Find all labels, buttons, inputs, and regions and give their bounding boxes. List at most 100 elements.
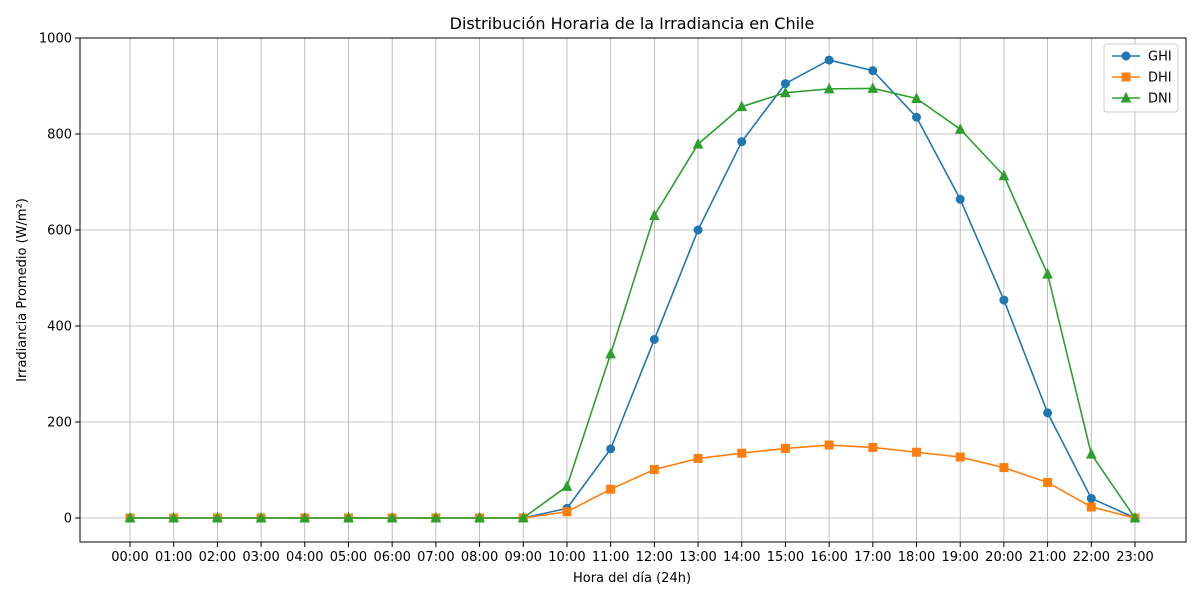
y-tick-label: 200	[47, 416, 72, 431]
x-tick-label: 13:00	[679, 550, 716, 565]
data-point-dni	[998, 169, 1010, 181]
x-tick-label: 17:00	[854, 550, 891, 565]
x-tick-label: 23:00	[1116, 550, 1153, 565]
grid	[80, 37, 1186, 542]
data-point-dni	[255, 511, 267, 523]
data-point-ghi	[606, 444, 616, 454]
data-point-dni	[474, 511, 485, 523]
data-point-dni	[605, 347, 616, 359]
x-tick-label: 22:00	[1073, 550, 1110, 565]
data-point-dni	[649, 209, 660, 221]
legend-marker-dni	[1120, 91, 1132, 103]
y-axis-ticks: 0 200 400 600 800 1000	[39, 32, 80, 527]
x-tick-label: 04:00	[286, 550, 323, 565]
plot-frame	[79, 37, 1187, 543]
y-tick-label: 400	[47, 320, 72, 335]
series-line-ghi	[130, 59, 1136, 519]
data-point-dhi	[912, 447, 922, 457]
data-point-ghi	[693, 225, 703, 235]
x-tick-label: 00:00	[111, 550, 148, 565]
y-axis-title: Irradiancia Promedio (W/m²)	[15, 198, 30, 382]
data-point-dhi	[868, 442, 878, 452]
data-point-dhi	[780, 443, 790, 453]
data-point-ghi	[737, 137, 747, 147]
data-point-dhi	[693, 453, 703, 463]
chart-title: Distribución Horaria de la Irradiancia e…	[450, 14, 815, 33]
y-tick-label: 600	[47, 224, 72, 239]
data-point-dhi	[955, 452, 965, 462]
data-point-dni	[954, 123, 966, 134]
data-point-dni	[823, 82, 835, 94]
legend-item-ghi: GHI	[1112, 50, 1172, 65]
legend-marker-dhi	[1121, 72, 1131, 82]
x-tick-label: 03:00	[242, 550, 279, 565]
x-tick-label: 11:00	[592, 550, 629, 565]
legend-marker-ghi	[1121, 51, 1131, 61]
data-point-dni	[561, 480, 573, 491]
x-axis-title: Hora del día (24h)	[573, 571, 691, 586]
data-point-ghi	[1086, 493, 1096, 503]
data-point-dni	[911, 92, 922, 103]
data-point-dni	[430, 511, 442, 523]
y-tick-label: 1000	[39, 32, 72, 47]
data-point-dni	[212, 511, 223, 523]
x-tick-label: 10:00	[548, 550, 585, 565]
legend-item-dni: DNI	[1112, 92, 1172, 107]
data-point-dhi	[649, 465, 659, 475]
x-tick-label: 05:00	[330, 550, 367, 565]
series-ghi	[125, 55, 1140, 523]
data-point-dni	[1085, 448, 1097, 459]
x-tick-label: 20:00	[985, 550, 1022, 565]
legend-label-dhi: DHI	[1148, 71, 1172, 86]
data-point-ghi	[955, 194, 965, 204]
x-tick-label: 01:00	[155, 550, 192, 565]
x-tick-label: 16:00	[810, 550, 847, 565]
series-layer	[124, 55, 1141, 523]
data-point-dni	[692, 137, 704, 149]
data-point-dhi	[1043, 477, 1053, 487]
data-point-dni	[867, 82, 879, 93]
x-axis-ticks: 00:00 01:00 02:00 03:00 04:00 05:00 06:00 07:00…	[111, 542, 1154, 565]
x-tick-label: 19:00	[941, 550, 978, 565]
x-tick-label: 14:00	[723, 550, 760, 565]
data-point-dni	[299, 511, 311, 523]
data-point-dhi	[606, 484, 616, 494]
data-point-dni	[386, 511, 398, 523]
legend-label-dni: DNI	[1148, 92, 1172, 107]
x-tick-label: 21:00	[1029, 550, 1066, 565]
legend-item-dhi: DHI	[1112, 71, 1172, 86]
data-point-ghi	[868, 66, 878, 76]
series-line-dni	[130, 87, 1136, 519]
data-point-dni	[124, 511, 136, 523]
data-point-dni	[736, 100, 748, 112]
x-tick-label: 12:00	[636, 550, 673, 565]
legend: GHI DHI DNI	[1103, 43, 1179, 113]
y-tick-label: 0	[64, 512, 72, 527]
data-point-dhi	[1086, 502, 1096, 512]
x-tick-label: 06:00	[373, 550, 410, 565]
data-point-ghi	[912, 112, 922, 122]
data-point-ghi	[999, 295, 1009, 305]
data-point-dni	[168, 511, 180, 523]
data-point-ghi	[649, 334, 659, 344]
data-point-dhi	[824, 440, 834, 450]
x-tick-label: 08:00	[461, 550, 498, 565]
series-dni	[124, 82, 1141, 523]
x-tick-label: 15:00	[767, 550, 804, 565]
data-point-dni	[343, 511, 354, 523]
x-tick-label: 07:00	[417, 550, 454, 565]
data-point-dni	[780, 86, 791, 98]
data-point-dni	[1129, 511, 1141, 523]
data-point-dni	[1042, 268, 1053, 279]
y-tick-label: 800	[47, 128, 72, 143]
data-point-ghi	[780, 79, 790, 89]
data-point-ghi	[1043, 408, 1053, 418]
data-point-dhi	[737, 448, 747, 458]
series-dhi	[125, 440, 1140, 523]
data-point-dni	[517, 511, 529, 523]
x-tick-label: 09:00	[505, 550, 542, 565]
series-line-dhi	[130, 444, 1136, 519]
legend-label-ghi: GHI	[1148, 50, 1172, 65]
x-tick-label: 18:00	[898, 550, 935, 565]
